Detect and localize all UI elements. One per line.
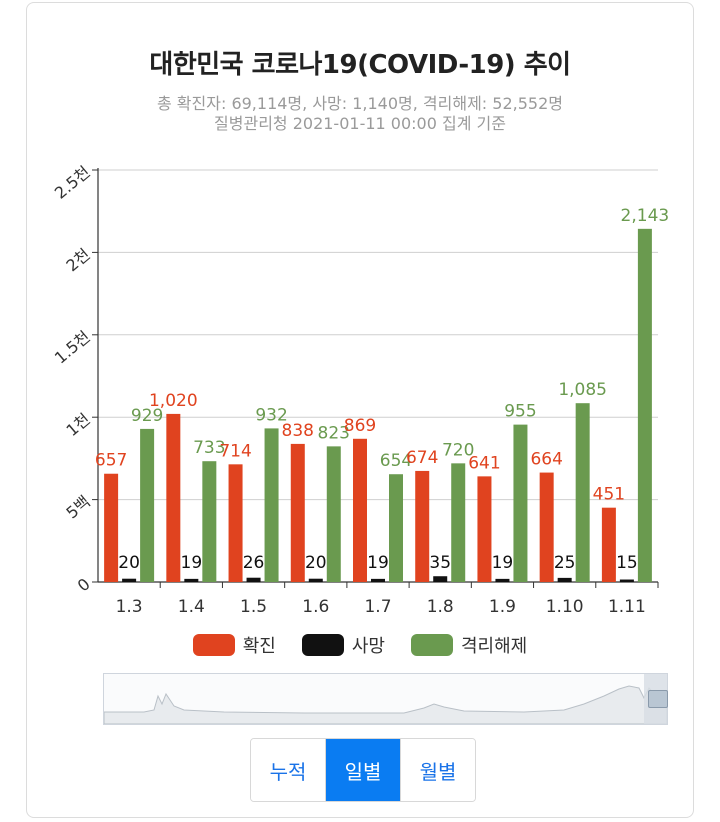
y-tick-label: 1.5천 bbox=[51, 327, 94, 367]
y-tick-label: 2.5천 bbox=[51, 162, 94, 202]
data-label-confirmed: 664 bbox=[530, 450, 562, 470]
y-tick-label: 2천 bbox=[62, 245, 93, 276]
bar-released bbox=[575, 403, 590, 582]
bar-released bbox=[513, 424, 528, 582]
legend-label-deaths: 사망 bbox=[351, 636, 385, 657]
bar-released bbox=[140, 428, 155, 582]
bar-deaths bbox=[184, 578, 199, 582]
data-label-released: 733 bbox=[193, 438, 225, 458]
data-label-released: 1,085 bbox=[558, 380, 607, 400]
y-tick-label: 5백 bbox=[62, 492, 93, 523]
bar-confirmed bbox=[539, 472, 554, 582]
x-tick-label: 1.3 bbox=[116, 597, 143, 617]
data-label-deaths: 25 bbox=[554, 553, 576, 573]
legend-swatch-released bbox=[411, 634, 453, 656]
data-label-confirmed: 674 bbox=[406, 448, 438, 468]
x-tick-label: 1.7 bbox=[364, 597, 391, 617]
legend-item-deaths[interactable]: 사망 bbox=[301, 632, 385, 658]
data-label-confirmed: 838 bbox=[282, 421, 314, 441]
bar-deaths bbox=[495, 578, 510, 582]
data-label-deaths: 26 bbox=[243, 553, 265, 573]
data-label-confirmed: 641 bbox=[468, 453, 500, 473]
tab-daily[interactable]: 일별 bbox=[325, 739, 400, 801]
data-label-confirmed: 714 bbox=[219, 441, 251, 461]
data-label-released: 823 bbox=[318, 423, 350, 443]
x-tick-label: 1.4 bbox=[178, 597, 205, 617]
chart-title: 대한민국 코로나19(COVID-19) 추이 bbox=[149, 50, 571, 80]
legend-item-confirmed[interactable]: 확진 bbox=[192, 632, 276, 658]
data-label-released: 2,143 bbox=[621, 206, 670, 226]
data-label-confirmed: 657 bbox=[95, 451, 127, 471]
data-label-released: 654 bbox=[380, 451, 412, 471]
data-label-deaths: 20 bbox=[305, 553, 327, 573]
bar-deaths bbox=[557, 577, 572, 582]
range-navigator[interactable] bbox=[103, 673, 668, 725]
data-label-confirmed: 869 bbox=[344, 416, 376, 436]
bar-released bbox=[202, 461, 217, 582]
bar-confirmed bbox=[477, 476, 492, 582]
bar-confirmed bbox=[228, 464, 243, 582]
x-tick-label: 1.5 bbox=[240, 597, 267, 617]
chart-subtitle-source: 질병관리청 2021-01-11 00:00 집계 기준 bbox=[214, 114, 506, 133]
data-label-deaths: 19 bbox=[367, 553, 389, 573]
x-tick-label: 1.10 bbox=[546, 597, 584, 617]
navigator-right-handle[interactable] bbox=[648, 690, 668, 708]
legend-label-confirmed: 확진 bbox=[242, 636, 276, 657]
data-label-confirmed: 451 bbox=[593, 485, 625, 505]
tab-cumulative[interactable]: 누적 bbox=[251, 739, 325, 801]
bar-released bbox=[264, 428, 279, 582]
x-tick-label: 1.9 bbox=[489, 597, 516, 617]
data-label-released: 955 bbox=[504, 402, 536, 422]
bar-released bbox=[326, 446, 341, 582]
bar-confirmed bbox=[166, 413, 181, 582]
data-label-deaths: 20 bbox=[118, 553, 140, 573]
data-label-confirmed: 1,020 bbox=[149, 391, 198, 411]
bar-confirmed bbox=[104, 473, 119, 582]
data-label-released: 929 bbox=[131, 406, 163, 426]
legend-label-released: 격리해제 bbox=[461, 636, 528, 657]
legend-swatch-confirmed bbox=[192, 634, 235, 656]
data-label-released: 932 bbox=[255, 405, 287, 425]
bar-released bbox=[451, 463, 466, 582]
data-label-deaths: 15 bbox=[616, 553, 638, 573]
data-label-deaths: 35 bbox=[429, 553, 451, 573]
bar-released bbox=[389, 474, 403, 582]
bar-released bbox=[637, 228, 652, 582]
bar-deaths bbox=[619, 579, 634, 582]
bar-confirmed bbox=[601, 507, 616, 582]
tab-monthly[interactable]: 월별 bbox=[400, 739, 475, 801]
bar-deaths bbox=[246, 577, 261, 582]
bar-confirmed bbox=[415, 470, 430, 582]
x-tick-label: 1.11 bbox=[608, 597, 646, 617]
legend-swatch-deaths bbox=[301, 634, 344, 656]
bar-deaths bbox=[122, 578, 137, 582]
legend-item-released[interactable]: 격리해제 bbox=[411, 632, 527, 658]
period-toggle: 누적 일별 월별 bbox=[250, 738, 476, 802]
bar-deaths bbox=[371, 578, 385, 582]
chart-subtitle-totals: 총 확진자: 69,114명, 사망: 1,140명, 격리해제: 52,552… bbox=[157, 94, 563, 113]
data-label-deaths: 19 bbox=[492, 553, 514, 573]
data-label-deaths: 19 bbox=[181, 553, 203, 573]
data-label-released: 720 bbox=[442, 440, 474, 460]
bar-confirmed bbox=[290, 443, 305, 582]
y-tick-label: 1천 bbox=[62, 410, 93, 441]
navigator-sparkline bbox=[104, 674, 667, 724]
bar-deaths bbox=[433, 576, 448, 582]
x-tick-label: 1.8 bbox=[427, 597, 454, 617]
bar-confirmed bbox=[353, 438, 367, 582]
x-tick-label: 1.6 bbox=[302, 597, 329, 617]
y-tick-label: 0 bbox=[74, 574, 94, 595]
bar-deaths bbox=[308, 578, 323, 582]
chart-legend: 확진 사망 격리해제 bbox=[0, 632, 720, 658]
